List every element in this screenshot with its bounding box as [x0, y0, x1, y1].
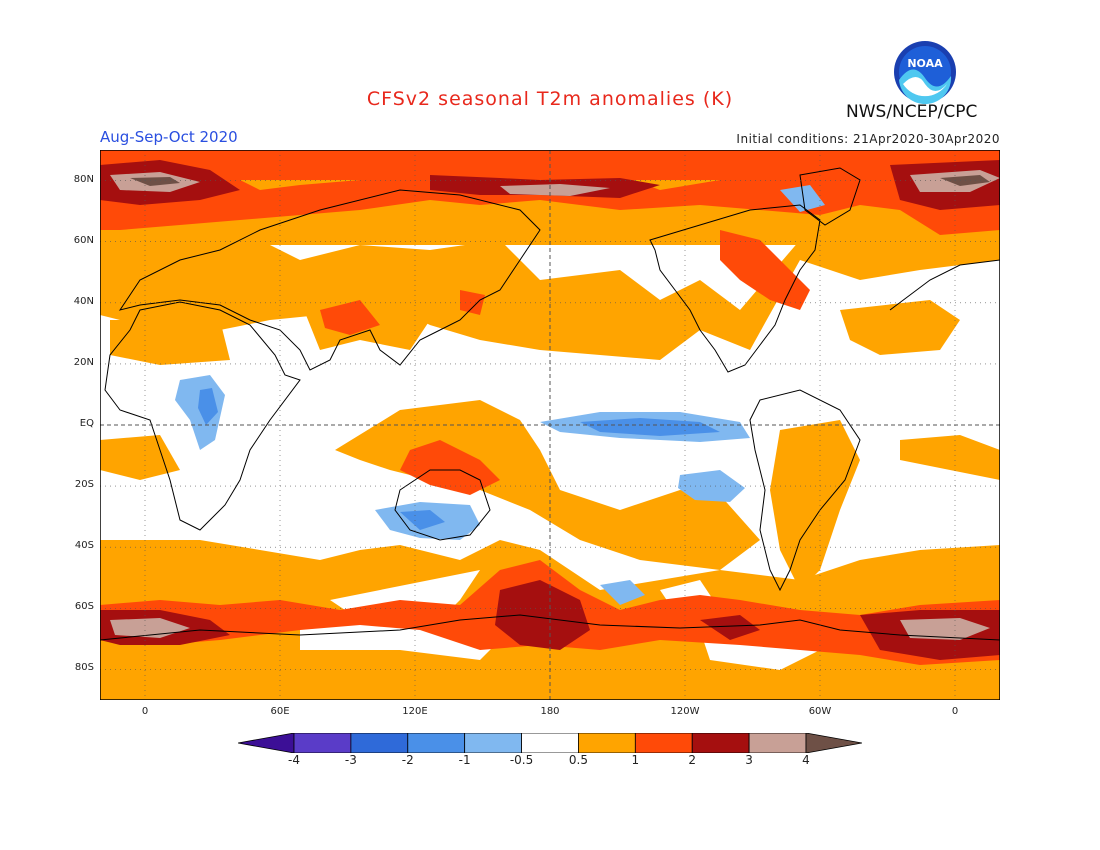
colorbar-segment — [464, 733, 522, 753]
latitude-label: EQ — [79, 418, 94, 429]
colorbar-label: -0.5 — [509, 753, 534, 767]
australia-outline — [394, 469, 491, 541]
noaa-logo: NOAA — [894, 41, 956, 104]
colorbar-segment — [521, 733, 579, 753]
latitude-label: 60N — [73, 234, 94, 246]
latitude-label: 20S — [74, 479, 94, 491]
south-america-outline — [749, 389, 861, 592]
colorbar-segment — [238, 733, 295, 753]
longitude-label: 120E — [402, 706, 428, 717]
colorbar-label: -2 — [401, 753, 414, 767]
agency-label: NWS/NCEP/CPC — [846, 102, 978, 122]
latitude-label: 80N — [73, 173, 94, 185]
initial-conditions: Initial conditions: 21Apr2020-30Apr2020 — [736, 132, 1000, 146]
colorbar-label: 0.5 — [568, 753, 588, 767]
colorbar-segment — [634, 733, 693, 753]
colorbar-label: -4 — [288, 753, 300, 767]
longitude-label: 180 — [540, 706, 560, 717]
colorbar-segment — [293, 733, 352, 753]
greenland-outline — [799, 167, 861, 226]
colorbar-label: -3 — [344, 753, 357, 767]
latitude-label: 80S — [74, 662, 94, 674]
forecast-period: Aug-Sep-Oct 2020 — [100, 128, 238, 146]
latitude-label: 40N — [73, 295, 94, 307]
colorbar-label: 1 — [631, 753, 640, 767]
anomaly-map — [100, 150, 1000, 700]
longitude-label: 60W — [808, 706, 832, 717]
latitude-label: 40S — [74, 540, 94, 552]
colorbar-label: -1 — [458, 753, 471, 767]
colorbar-segment — [578, 733, 636, 753]
north-america-outline — [649, 204, 821, 373]
colorbar-label: 4 — [802, 753, 810, 767]
colorbar-label: 3 — [745, 753, 753, 767]
latitude-label: 60S — [74, 601, 94, 613]
warm-anomaly-3-4 — [110, 170, 1000, 640]
longitude-label: 0 — [141, 706, 149, 717]
cool-anomaly-strong — [198, 388, 720, 530]
longitude-label: 120W — [670, 706, 700, 717]
graticule — [100, 150, 1000, 700]
africa-outline — [104, 301, 301, 531]
colorbar-segment — [805, 733, 862, 753]
colorbar — [238, 733, 862, 753]
continent-outlines — [100, 167, 1000, 641]
europe-outline-east — [889, 259, 1000, 311]
antarctica-outline — [100, 614, 1000, 641]
longitude-label: 60E — [270, 706, 290, 717]
colorbar-segment — [748, 733, 807, 753]
map-title: CFSv2 seasonal T2m anomalies (K) — [366, 88, 734, 110]
eurasia-outline — [118, 189, 541, 371]
colorbar-segment — [407, 733, 466, 753]
colorbar-segment — [691, 733, 750, 753]
colorbar-segment — [350, 733, 409, 753]
longitude-label: 0 — [951, 706, 959, 717]
colorbar-label: 2 — [688, 753, 697, 767]
logo-text: NOAA — [907, 57, 943, 70]
latitude-label: 20N — [73, 356, 94, 368]
